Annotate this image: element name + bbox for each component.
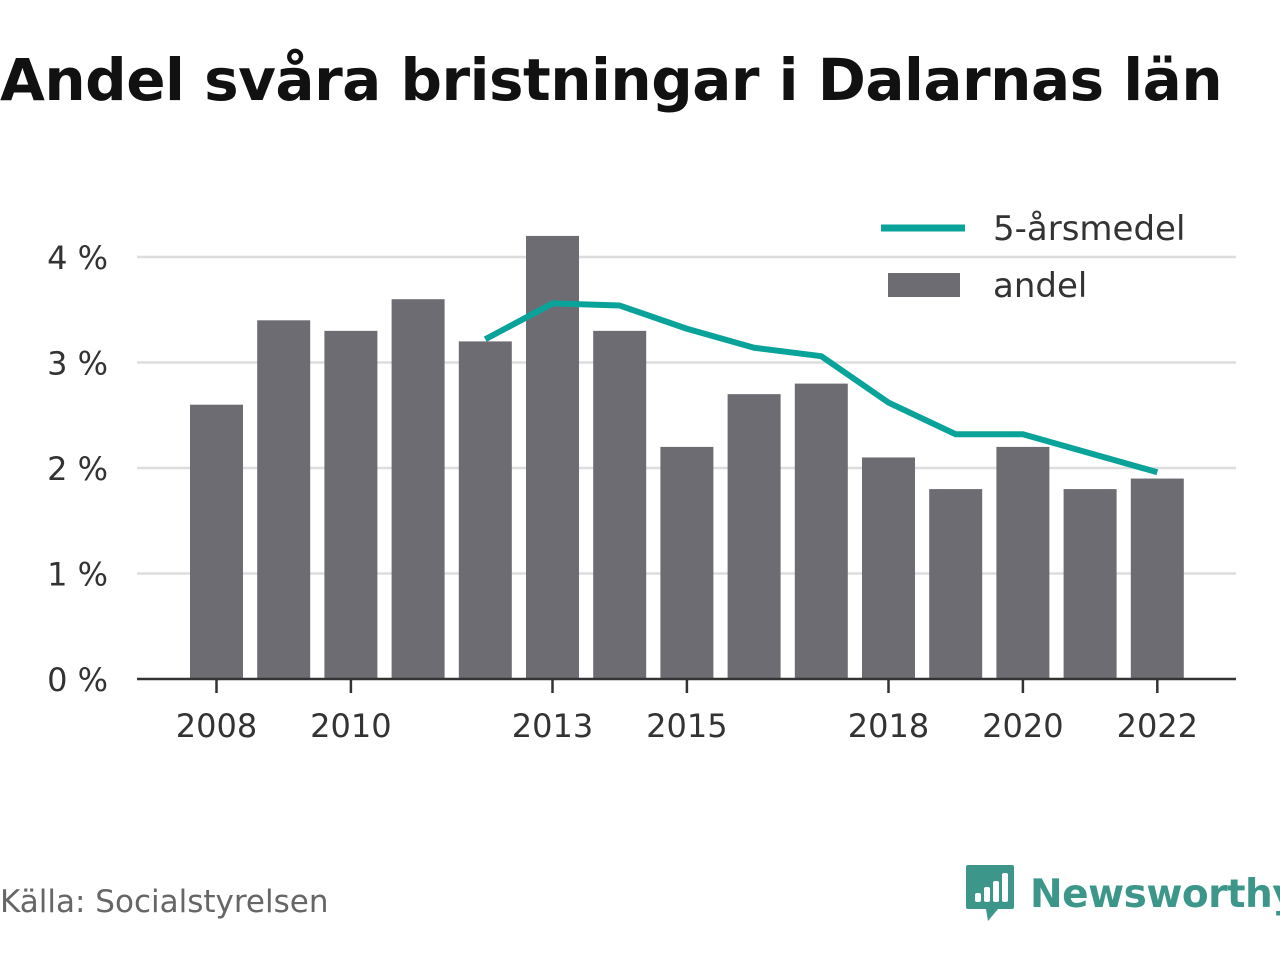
x-tick-label: 2010: [310, 707, 391, 745]
chart-area: 0 % 1 % 2 % 3 % 4 % 2008 2010 2013 2015 2018 2020 2…: [47, 209, 1236, 745]
bar: [458, 341, 512, 679]
brand-logo: Newsworthy: [964, 862, 1280, 926]
bar: [257, 320, 311, 679]
bar: [391, 299, 445, 679]
x-tick-label: 2018: [848, 707, 929, 745]
x-tick-label: 2008: [176, 707, 257, 745]
bar: [190, 404, 243, 679]
bar: [794, 383, 848, 679]
x-tick-label: 2020: [982, 707, 1063, 745]
y-tick-label: 3 %: [47, 345, 108, 383]
bar: [324, 330, 378, 679]
bar: [660, 446, 714, 679]
bar: [996, 446, 1050, 679]
bar: [727, 394, 781, 679]
legend-label: 5-årsmedel: [993, 209, 1185, 249]
y-tick-label: 0 %: [47, 661, 108, 699]
bar: [1130, 478, 1184, 679]
legend: 5-årsmedel andel: [881, 209, 1185, 306]
x-tick-label: 2015: [646, 707, 727, 745]
chart-title: Andel svåra bristningar i Dalarnas län: [0, 46, 1223, 114]
y-tick-label: 2 %: [47, 450, 108, 488]
bar: [593, 330, 647, 679]
y-tick-label: 1 %: [47, 556, 108, 594]
x-tick-label: 2022: [1117, 707, 1198, 745]
bar: [929, 489, 983, 679]
axes: 0 % 1 % 2 % 3 % 4 % 2008 2010 2013 2015 2018 2020 2…: [47, 239, 1236, 745]
legend-swatch-bar: [888, 273, 960, 297]
moving-average-line: [483, 300, 1159, 476]
y-tick-label: 4 %: [47, 239, 108, 277]
newsworthy-logo-icon: [966, 865, 1014, 921]
legend-label: andel: [993, 266, 1087, 306]
bars: [190, 235, 1184, 679]
line-series-5-arsmedel: [483, 300, 1159, 476]
brand-name: Newsworthy: [1030, 871, 1280, 917]
bar: [1063, 489, 1117, 679]
bar: [862, 457, 915, 679]
x-tick-label: 2013: [512, 707, 593, 745]
source-note: Källa: Socialstyrelsen: [0, 884, 329, 920]
